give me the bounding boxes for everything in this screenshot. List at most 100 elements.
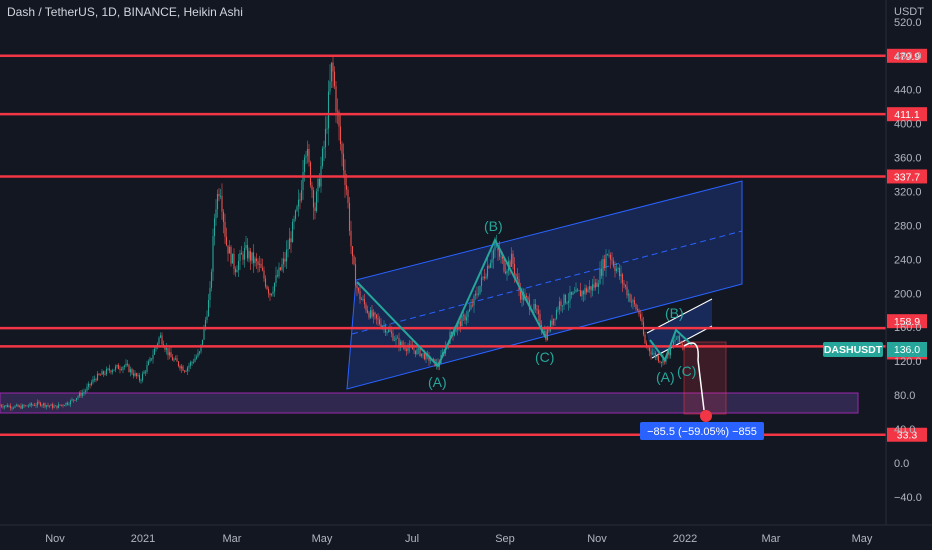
- candle-body: [8, 405, 10, 407]
- candle-body: [18, 405, 21, 407]
- candle-body: [395, 337, 397, 341]
- y-tick-label: 480.0: [894, 51, 922, 63]
- candle-body: [131, 369, 133, 374]
- candle-body: [653, 352, 655, 354]
- candle-body: [3, 406, 6, 408]
- candle-body: [264, 278, 267, 287]
- candle-body: [158, 337, 160, 344]
- candle-body: [89, 383, 91, 385]
- candle-body: [192, 361, 195, 363]
- candle-body: [534, 303, 537, 309]
- candle-body: [288, 238, 291, 250]
- candle-body: [207, 299, 210, 317]
- candle-body: [369, 310, 372, 318]
- candle-body: [201, 339, 204, 345]
- candle-body: [420, 353, 423, 357]
- candle-body: [609, 254, 612, 260]
- candle-body: [558, 301, 561, 310]
- candle-body: [678, 335, 681, 342]
- candle-body: [639, 314, 642, 319]
- x-tick-label: Sep: [495, 533, 515, 545]
- candle-body: [683, 347, 685, 350]
- currency-label: USDT: [894, 6, 924, 18]
- x-tick-label: May: [312, 533, 333, 545]
- candle-body: [153, 348, 156, 355]
- channel-midline: [351, 230, 743, 335]
- current-price-label: 136.0: [894, 344, 920, 356]
- level-label-box: [887, 427, 927, 442]
- candle-body: [635, 304, 637, 310]
- candle-body: [27, 405, 30, 407]
- candle-body: [411, 346, 414, 350]
- candle-body: [276, 275, 279, 277]
- candle-body: [308, 148, 310, 163]
- candle-body: [54, 405, 57, 407]
- candle-body: [419, 348, 421, 357]
- candle-body: [188, 365, 190, 368]
- y-tick-label: 200.0: [894, 288, 922, 300]
- time-axis[interactable]: Nov 2021 Mar May Jul Sep Nov 2022 Mar May: [45, 533, 873, 545]
- candle-body: [32, 404, 34, 406]
- candle-body: [26, 405, 28, 407]
- candle-body: [260, 263, 262, 268]
- candle-body: [491, 259, 493, 263]
- candle-body: [567, 300, 570, 303]
- candle-body: [273, 282, 276, 292]
- candle-body: [365, 304, 367, 311]
- candle-body: [407, 347, 409, 351]
- candle-body: [50, 404, 52, 406]
- candle-body: [239, 252, 241, 262]
- candle-body: [33, 404, 36, 406]
- candle-body: [515, 274, 517, 277]
- candle-body: [69, 400, 72, 405]
- candle-body: [380, 324, 382, 328]
- y-tick-label: 120.0: [894, 356, 922, 368]
- candle-body: [485, 276, 487, 279]
- candle-body: [612, 260, 615, 267]
- candle-body: [605, 254, 607, 268]
- candle-body: [378, 319, 381, 325]
- candle-body: [510, 253, 513, 267]
- candle-body: [644, 334, 646, 344]
- price-axis[interactable]: 520.0 480.0 440.0 400.0 360.0 320.0 280.0 240.0…: [894, 17, 922, 504]
- candle-body: [99, 374, 102, 376]
- candle-body: [302, 171, 304, 191]
- wave-path-2: [649, 328, 693, 363]
- candle-body: [564, 294, 567, 304]
- candle-body: [680, 341, 682, 344]
- candle-body: [161, 335, 163, 345]
- candle-body: [422, 353, 424, 355]
- y-tick-label: 80.0: [894, 390, 915, 402]
- candle-body: [569, 291, 571, 301]
- candle-body: [404, 346, 406, 350]
- candle-body: [657, 356, 660, 362]
- candle-body: [6, 405, 9, 407]
- candle-body: [563, 294, 565, 306]
- candle-body: [315, 191, 318, 212]
- candle-body: [354, 264, 357, 286]
- candle-body: [98, 373, 100, 375]
- candle-body: [90, 382, 93, 385]
- candle-body: [573, 292, 576, 294]
- candle-body: [608, 254, 610, 256]
- candle-body: [168, 352, 171, 356]
- ascending-channel[interactable]: [346, 180, 743, 390]
- candle-body: [350, 230, 352, 247]
- candle-body: [185, 371, 187, 372]
- candle-body: [41, 405, 43, 407]
- candle-body: [128, 364, 130, 372]
- candle-body: [555, 310, 558, 319]
- candle-body: [677, 335, 679, 339]
- candle-body: [375, 314, 378, 319]
- candle-body: [5, 405, 7, 407]
- candle-body: [278, 267, 280, 277]
- y-tick-label: 280.0: [894, 220, 922, 232]
- candle-body: [81, 392, 84, 396]
- x-tick-label: Nov: [45, 533, 65, 545]
- candle-body: [327, 91, 330, 129]
- candle-body: [357, 288, 360, 292]
- candle-body: [338, 111, 340, 127]
- candle-body: [87, 383, 90, 387]
- support-zone[interactable]: [0, 392, 859, 414]
